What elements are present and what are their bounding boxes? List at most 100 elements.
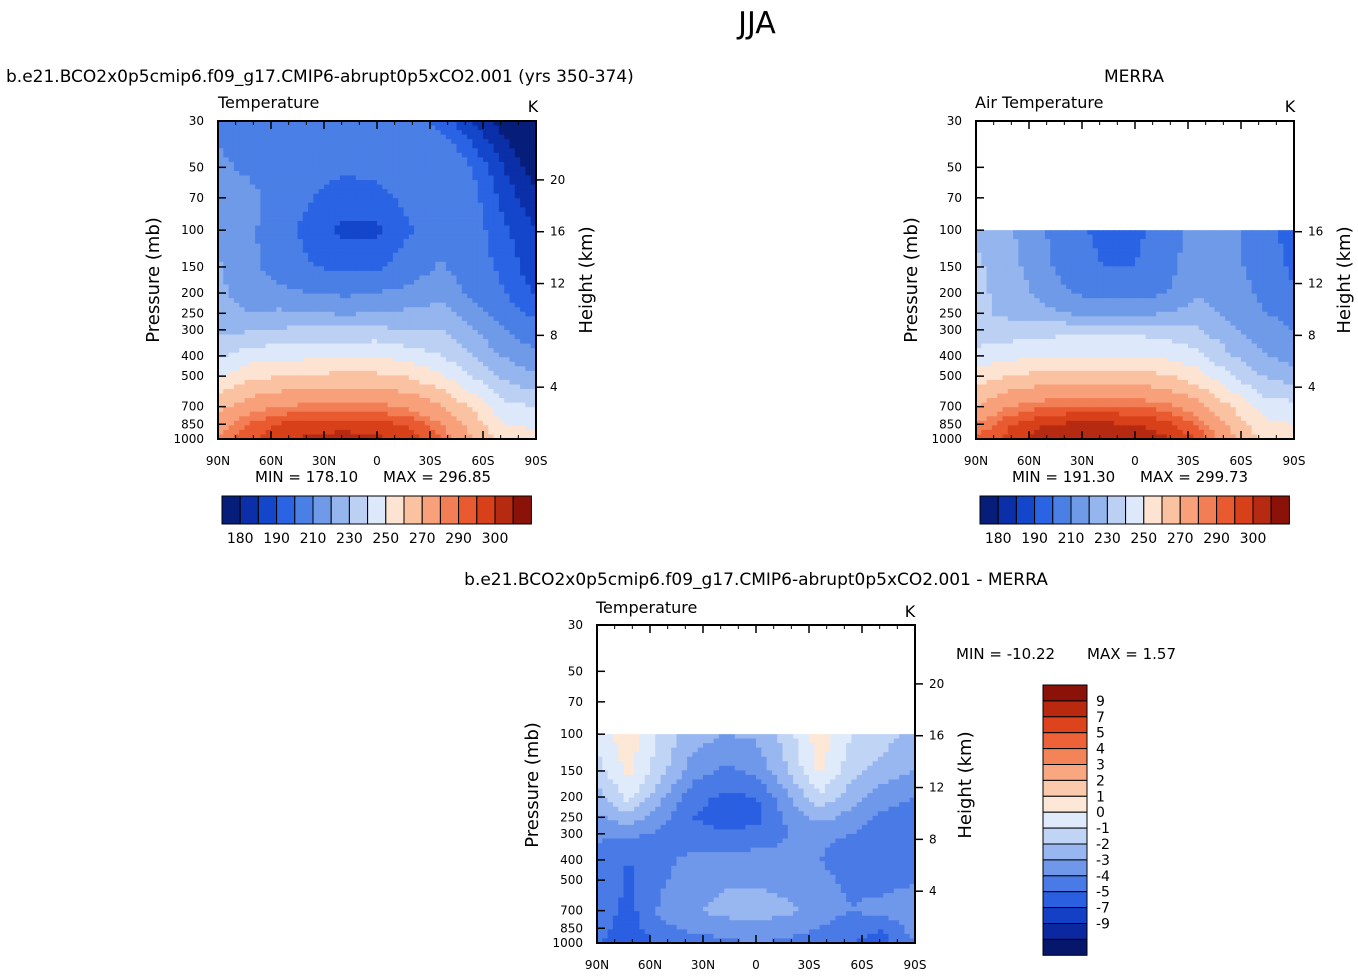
contour-cell: [498, 311, 505, 317]
contour-cell: [483, 320, 489, 327]
contour-cell: [313, 130, 320, 136]
contour-cell: [1235, 270, 1242, 277]
contour-cell: [1288, 266, 1294, 272]
contour-cell: [371, 211, 378, 217]
contour-cell: [260, 352, 267, 358]
contour-cell: [483, 211, 489, 217]
contour-cell: [1203, 266, 1210, 272]
contour-cell: [329, 361, 336, 367]
contour-cell: [467, 298, 473, 304]
contour-cell: [371, 275, 378, 281]
contour-cell: [265, 389, 272, 395]
contour-cell: [345, 152, 352, 158]
contour-cell: [1198, 239, 1205, 245]
contour-cell: [233, 280, 240, 286]
contour-cell: [403, 375, 410, 381]
contour-cell: [297, 316, 304, 322]
contour-cell: [504, 166, 511, 172]
contour-cell: [239, 230, 246, 236]
contour-cell: [377, 284, 383, 290]
contour-cell: [249, 389, 256, 395]
contour-cell: [419, 143, 426, 149]
contour-cell: [276, 193, 283, 199]
contour-cell: [461, 352, 468, 358]
contour-cell: [467, 384, 473, 390]
contour-cell: [324, 257, 330, 263]
contour-cell: [520, 202, 526, 208]
contour-cell: [477, 143, 484, 149]
contour-cell: [297, 270, 304, 277]
contour-cell: [329, 329, 336, 336]
contour-cell: [324, 243, 330, 249]
contour-cell: [472, 402, 479, 408]
contour-cell: [281, 398, 288, 404]
contour-cell: [244, 220, 251, 227]
contour-cell: [387, 429, 394, 436]
contour-cell: [483, 389, 489, 395]
contour-cell: [440, 298, 447, 304]
contour-cell: [286, 134, 293, 140]
contour-cell: [451, 379, 458, 386]
contour-cell: [361, 148, 367, 154]
contour-cell: [255, 389, 261, 395]
contour-cell: [1124, 252, 1131, 258]
contour-cell: [1103, 275, 1110, 281]
contour-cell: [498, 375, 505, 381]
contour-cell: [504, 298, 511, 304]
contour-cell: [313, 239, 320, 245]
contour-cell: [377, 207, 383, 213]
contour-cell: [1156, 266, 1163, 272]
contour-cell: [1013, 243, 1019, 249]
contour-cell: [976, 239, 982, 245]
contour-cell: [276, 130, 283, 136]
contour-cell: [387, 329, 394, 336]
contour-cell: [504, 184, 511, 190]
contour-cell: [488, 125, 495, 131]
contour-cell: [997, 252, 1004, 258]
contour-cell: [430, 329, 436, 336]
contour-cell: [239, 257, 246, 263]
contour-cell: [382, 230, 389, 236]
contour-cell: [244, 311, 251, 317]
contour-cell: [324, 270, 330, 277]
contour-cell: [392, 366, 399, 372]
contour-cell: [398, 375, 405, 381]
contour-cell: [1066, 248, 1072, 254]
contour-cell: [313, 184, 320, 190]
contour-cell: [445, 280, 452, 286]
contour-cell: [424, 379, 431, 386]
contour-cell: [498, 329, 505, 336]
contour-cell: [249, 152, 256, 158]
contour-cell: [435, 393, 442, 399]
contour-cell: [440, 161, 447, 168]
contour-cell: [514, 230, 521, 236]
contour-cell: [408, 193, 415, 199]
contour-cell: [398, 280, 405, 286]
contour-cell: [483, 407, 489, 413]
contour-cell: [398, 343, 405, 349]
contour-cell: [483, 325, 489, 331]
contour-cell: [334, 384, 341, 390]
contour-cell: [530, 130, 536, 136]
contour-cell: [445, 348, 452, 354]
contour-cell: [233, 230, 240, 236]
contour-cell: [361, 343, 367, 349]
contour-cell: [398, 134, 405, 140]
contour-cell: [281, 316, 288, 322]
contour-cell: [387, 370, 394, 376]
contour-cell: [308, 230, 314, 236]
contour-cell: [382, 320, 389, 327]
contour-cell: [456, 170, 463, 177]
contour-cell: [467, 148, 473, 154]
contour-cell: [239, 148, 246, 154]
contour-cell: [313, 325, 320, 331]
contour-cell: [392, 289, 399, 295]
contour-cell: [1039, 230, 1046, 236]
contour-cell: [488, 161, 495, 168]
contour-cell: [520, 316, 526, 322]
contour-cell: [451, 170, 458, 177]
contour-cell: [260, 280, 267, 286]
contour-cell: [477, 384, 484, 390]
contour-cell: [467, 289, 473, 295]
contour-cell: [1198, 257, 1205, 263]
